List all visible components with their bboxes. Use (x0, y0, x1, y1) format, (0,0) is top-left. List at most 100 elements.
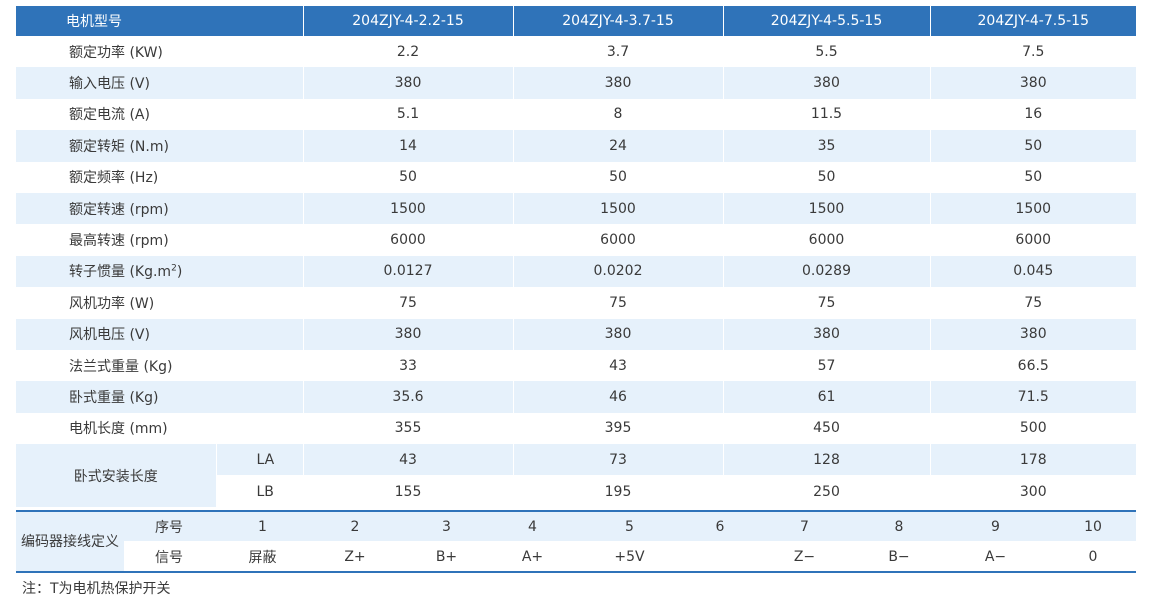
encoder-title: 编码器接线定义 (16, 511, 124, 572)
pin-signal: B+ (399, 541, 494, 572)
spec-value: 6000 (303, 224, 514, 256)
encoder-wiring-table: 编码器接线定义 序号 1 2 3 4 5 6 7 8 9 10 信号 屏蔽 Z+… (16, 510, 1136, 573)
pin-number: 9 (941, 511, 1050, 542)
install-value: 195 (513, 475, 724, 508)
spec-value: 24 (513, 130, 724, 162)
spec-value: 380 (303, 67, 514, 99)
spec-value: 35.6 (303, 381, 514, 413)
spec-row-label-text: 法兰式重量 (Kg) (69, 358, 173, 375)
pin-number: 4 (494, 511, 571, 542)
spec-row-label: 法兰式重量 (Kg) (16, 349, 304, 382)
pin-signal: 0 (1050, 541, 1136, 572)
install-sub-label: LB (216, 475, 304, 508)
spec-value: 6000 (513, 224, 724, 256)
spec-value: 35 (723, 130, 931, 162)
spec-value: 1500 (723, 192, 931, 225)
spec-row: 电机长度 (mm) 355 395 450 500 (16, 412, 1136, 445)
pin-signal: 屏蔽 (214, 541, 311, 572)
model-header: 204ZJY-4-2.2-15 (303, 6, 514, 36)
spec-row: 额定功率 (KW) 2.2 3.7 5.5 7.5 (16, 36, 1136, 68)
install-row-lb: LB 155 195 250 300 (16, 475, 1136, 508)
spec-row: 输入电压 (V) 380 380 380 380 (16, 67, 1136, 99)
unit-superscript: 2 (171, 263, 177, 274)
spec-row: 法兰式重量 (Kg) 33 43 57 66.5 (16, 349, 1136, 382)
spec-row: 最高转速 (rpm) 6000 6000 6000 6000 (16, 224, 1136, 256)
spec-value: 6000 (930, 224, 1136, 256)
spec-value: 1500 (930, 192, 1136, 225)
pin-number: 3 (399, 511, 494, 542)
spec-row-label: 风机电压 (V) (16, 318, 304, 350)
spec-value: 0.0289 (723, 255, 931, 288)
spec-row-label-text: 额定电流 (A) (69, 107, 150, 124)
spec-value: 61 (723, 381, 931, 413)
pin-number: 1 (214, 511, 311, 542)
install-value: 128 (723, 444, 931, 477)
footnote: 注：T为电机热保护开关 (22, 581, 171, 597)
spec-value: 75 (723, 287, 931, 319)
spec-row: 转子惯量 (Kg.m2) 0.0127 0.0202 0.0289 0.045 (16, 255, 1136, 288)
spec-value: 75 (513, 287, 724, 319)
install-value: 73 (513, 444, 724, 477)
spec-row: 额定频率 (Hz) 50 50 50 50 (16, 161, 1136, 193)
spec-value: 5.1 (303, 98, 514, 131)
encoder-signal-label: 信号 (124, 541, 214, 572)
spec-row-label-text: 额定频率 (Hz) (69, 170, 159, 187)
spec-row-label: 卧式重量 (Kg) (16, 381, 304, 413)
spec-value: 380 (513, 67, 724, 99)
spec-value: 14 (303, 130, 514, 162)
spec-value: 66.5 (930, 349, 1136, 382)
spec-value: 33 (303, 349, 514, 382)
spec-value: 50 (930, 161, 1136, 193)
spec-value: 500 (930, 412, 1136, 445)
spec-value: 380 (930, 67, 1136, 99)
spec-row-label-text: 电机长度 (mm) (69, 421, 168, 438)
spec-row-label: 额定电流 (A) (16, 98, 304, 131)
spec-value: 380 (303, 318, 514, 350)
spec-value: 43 (513, 349, 724, 382)
spec-value: 355 (303, 412, 514, 445)
pin-signal (688, 541, 752, 572)
pin-signal: Z+ (311, 541, 399, 572)
table-header-row: 电机型号 204ZJY-4-2.2-15 204ZJY-4-3.7-15 204… (16, 6, 1136, 36)
model-header: 204ZJY-4-3.7-15 (513, 6, 724, 36)
spec-row-label: 额定功率 (KW) (16, 36, 304, 68)
encoder-number-label: 序号 (124, 511, 214, 542)
model-header: 204ZJY-4-5.5-15 (723, 6, 931, 36)
spec-row: 额定电流 (A) 5.1 8 11.5 16 (16, 98, 1136, 131)
spec-row: 额定转速 (rpm) 1500 1500 1500 1500 (16, 192, 1136, 225)
spec-value: 380 (723, 318, 931, 350)
install-sub-label: LA (216, 444, 304, 477)
pin-signal: A+ (494, 541, 571, 572)
spec-row-label-text: 卧式重量 (Kg) (69, 389, 159, 406)
pin-number: 10 (1050, 511, 1136, 542)
spec-value: 395 (513, 412, 724, 445)
spec-value: 1500 (513, 192, 724, 225)
install-value: 155 (303, 475, 514, 508)
install-length-label: 卧式安装长度 (16, 444, 217, 509)
spec-value: 50 (723, 161, 931, 193)
spec-row: 额定转矩 (N.m) 14 24 35 50 (16, 130, 1136, 162)
pin-number: 7 (752, 511, 857, 542)
install-value: 43 (303, 444, 514, 477)
spec-value: 1500 (303, 192, 514, 225)
spec-value: 57 (723, 349, 931, 382)
spec-value: 11.5 (723, 98, 931, 131)
spec-row-label: 风机功率 (W) (16, 287, 304, 319)
spec-row-label-text: 额定转矩 (N.m) (69, 138, 169, 155)
encoder-signal-row: 信号 屏蔽 Z+ B+ A+ +5V Z− B− A− 0 (16, 541, 1136, 572)
spec-value: 5.5 (723, 36, 931, 68)
pin-number: 5 (571, 511, 688, 542)
install-value: 178 (930, 444, 1136, 477)
spec-value: 7.5 (930, 36, 1136, 68)
spec-row-label-text: 额定功率 (KW) (69, 44, 163, 61)
spec-row-label: 输入电压 (V) (16, 67, 304, 99)
spec-value: 2.2 (303, 36, 514, 68)
spec-value: 75 (930, 287, 1136, 319)
unit-close: ) (176, 264, 183, 281)
pin-signal: A− (941, 541, 1050, 572)
spec-row-label: 电机长度 (mm) (16, 412, 304, 445)
spec-value: 450 (723, 412, 931, 445)
spec-row-label-text: 风机功率 (W) (69, 295, 155, 312)
spec-value: 50 (513, 161, 724, 193)
spec-value: 0.0127 (303, 255, 514, 288)
